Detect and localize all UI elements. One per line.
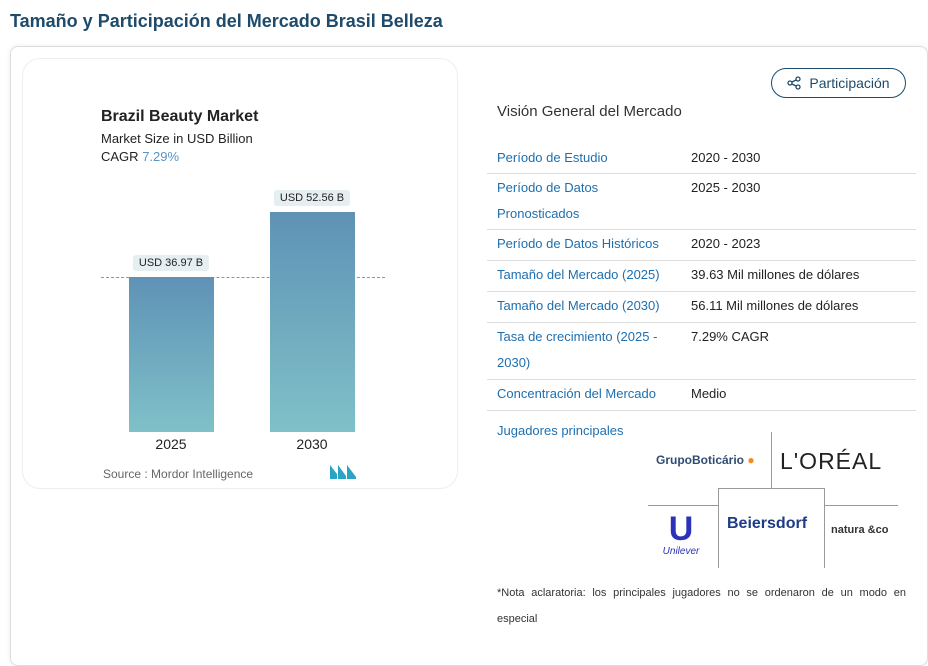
row-value: 2020 - 2030 bbox=[691, 150, 761, 165]
players-label: Jugadores principales bbox=[497, 423, 624, 438]
share-icon bbox=[787, 76, 802, 90]
bar-2030 bbox=[270, 212, 355, 432]
cagr-label: CAGR bbox=[101, 149, 139, 164]
row-label: Concentración del Mercado bbox=[497, 386, 656, 401]
share-button[interactable]: Participación bbox=[771, 68, 906, 98]
row-label: Período de Estudio bbox=[497, 150, 608, 165]
row-value: 2025 - 2030 bbox=[691, 180, 761, 195]
x-tick-label: 2030 bbox=[296, 436, 328, 452]
reference-line bbox=[101, 277, 385, 279]
overview-row: Tamaño del Mercado (2030) 56.11 Mil millo… bbox=[487, 292, 916, 323]
overview-row: Período de Datos Pronosticados 2025 - 203… bbox=[487, 174, 916, 230]
row-label: Período de Datos Históricos bbox=[497, 236, 659, 251]
row-label: Tamaño del Mercado (2030) bbox=[497, 298, 660, 313]
logo-unilever: U Unilever bbox=[662, 510, 700, 557]
row-value: 7.29% CAGR bbox=[691, 329, 770, 344]
overview-row: Tamaño del Mercado (2025) 39.63 Mil millo… bbox=[487, 261, 916, 292]
overview-row: Período de Datos Históricos 2020 - 2023 bbox=[487, 230, 916, 261]
logo-natura: natura &co bbox=[831, 524, 889, 536]
row-value: Medio bbox=[691, 386, 727, 401]
overview-row: Período de Estudio 2020 - 2030 bbox=[487, 144, 916, 174]
data-label: USD 52.56 B bbox=[273, 190, 351, 206]
logo-beiersdorf: Beiersdorf bbox=[727, 515, 808, 532]
data-label: USD 36.97 B bbox=[132, 255, 210, 272]
chart-source: Source : Mordor Intelligence bbox=[103, 467, 254, 481]
row-label: Tamaño del Mercado (2025) bbox=[497, 267, 660, 282]
mordor-logo-icon bbox=[330, 465, 356, 479]
logo-grupoboticario: GrupoBoticário ● bbox=[656, 453, 755, 467]
x-tick-label: 2025 bbox=[155, 436, 187, 452]
chart-subtitle: Market Size in USD Billion bbox=[101, 131, 253, 146]
row-value: 56.11 Mil millones de dólares bbox=[691, 298, 859, 313]
share-label: Participación bbox=[809, 75, 890, 91]
overview-row: Concentración del Mercado Medio bbox=[487, 380, 916, 411]
disclaimer-note: *Nota aclaratoria: los principales jugad… bbox=[497, 587, 906, 625]
overview-row: Tasa de crecimiento (2025 - 2030) 7.29% C… bbox=[487, 323, 916, 380]
cagr-value: 7.29% bbox=[142, 149, 180, 164]
row-label: Tasa de crecimiento (2025 - 2030) bbox=[497, 329, 658, 370]
logo-loreal: L'ORÉAL bbox=[780, 448, 883, 474]
chart-title: Brazil Beauty Market bbox=[101, 108, 259, 125]
chart-cagr: CAGR 7.29% bbox=[101, 149, 179, 164]
chart-card: Brazil Beauty Market Market Size in USD … bbox=[22, 58, 458, 489]
overview-title: Visión General del Mercado bbox=[497, 103, 682, 120]
bar-2025 bbox=[129, 277, 214, 432]
page-title: Tamaño y Participación del Mercado Brasi… bbox=[10, 11, 443, 31]
row-value: 39.63 Mil millones de dólares bbox=[691, 267, 860, 282]
row-value: 2020 - 2023 bbox=[691, 236, 761, 251]
row-label: Período de Datos Pronosticados bbox=[497, 180, 599, 221]
